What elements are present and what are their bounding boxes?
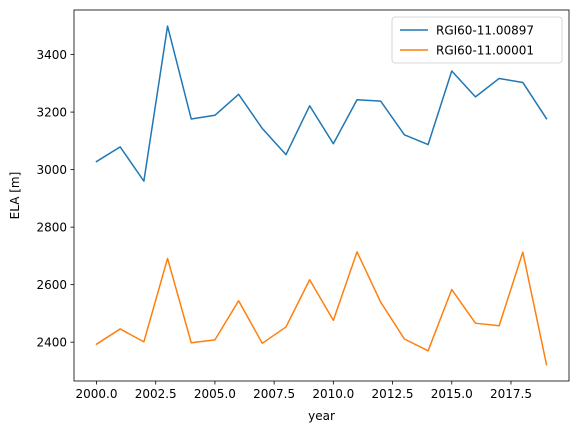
legend-entry: RGI60-11.00001: [436, 43, 534, 57]
x-axis-label: year: [308, 409, 335, 423]
x-tick-label: 2017.5: [490, 387, 532, 401]
y-axis: 2400 2600 2800 3000 3200 3400: [36, 48, 74, 349]
x-tick-label: 2005.0: [194, 387, 236, 401]
x-tick-label: 2012.5: [372, 387, 414, 401]
y-axis-label: ELA [m]: [8, 172, 22, 220]
x-tick-label: 2007.5: [253, 387, 295, 401]
series-line-1: [95, 25, 548, 182]
plot-layer: [95, 25, 548, 366]
legend-box: [391, 16, 563, 64]
y-tick-label: 3000: [36, 163, 67, 177]
y-tick-label: 2600: [36, 278, 67, 292]
x-tick-label: 2015.0: [431, 387, 473, 401]
x-tick-label: 2002.5: [135, 387, 177, 401]
y-tick-label: 2400: [36, 335, 67, 349]
x-tick-label: 2000.0: [76, 387, 118, 401]
y-tick-label: 3200: [36, 105, 67, 119]
legend-entry: RGI60-11.00897: [436, 23, 534, 37]
x-axis: 2000.0 2002.5 2005.0 2007.5 2010.0 2012.5 2015…: [76, 381, 532, 401]
y-tick-label: 2800: [36, 220, 67, 234]
plot-frame: [73, 9, 570, 382]
x-tick-label: 2010.0: [312, 387, 354, 401]
y-tick-label: 3400: [36, 48, 67, 62]
series-line-2: [95, 251, 548, 366]
legend: RGI60-11.00897 RGI60-11.00001: [391, 16, 563, 64]
